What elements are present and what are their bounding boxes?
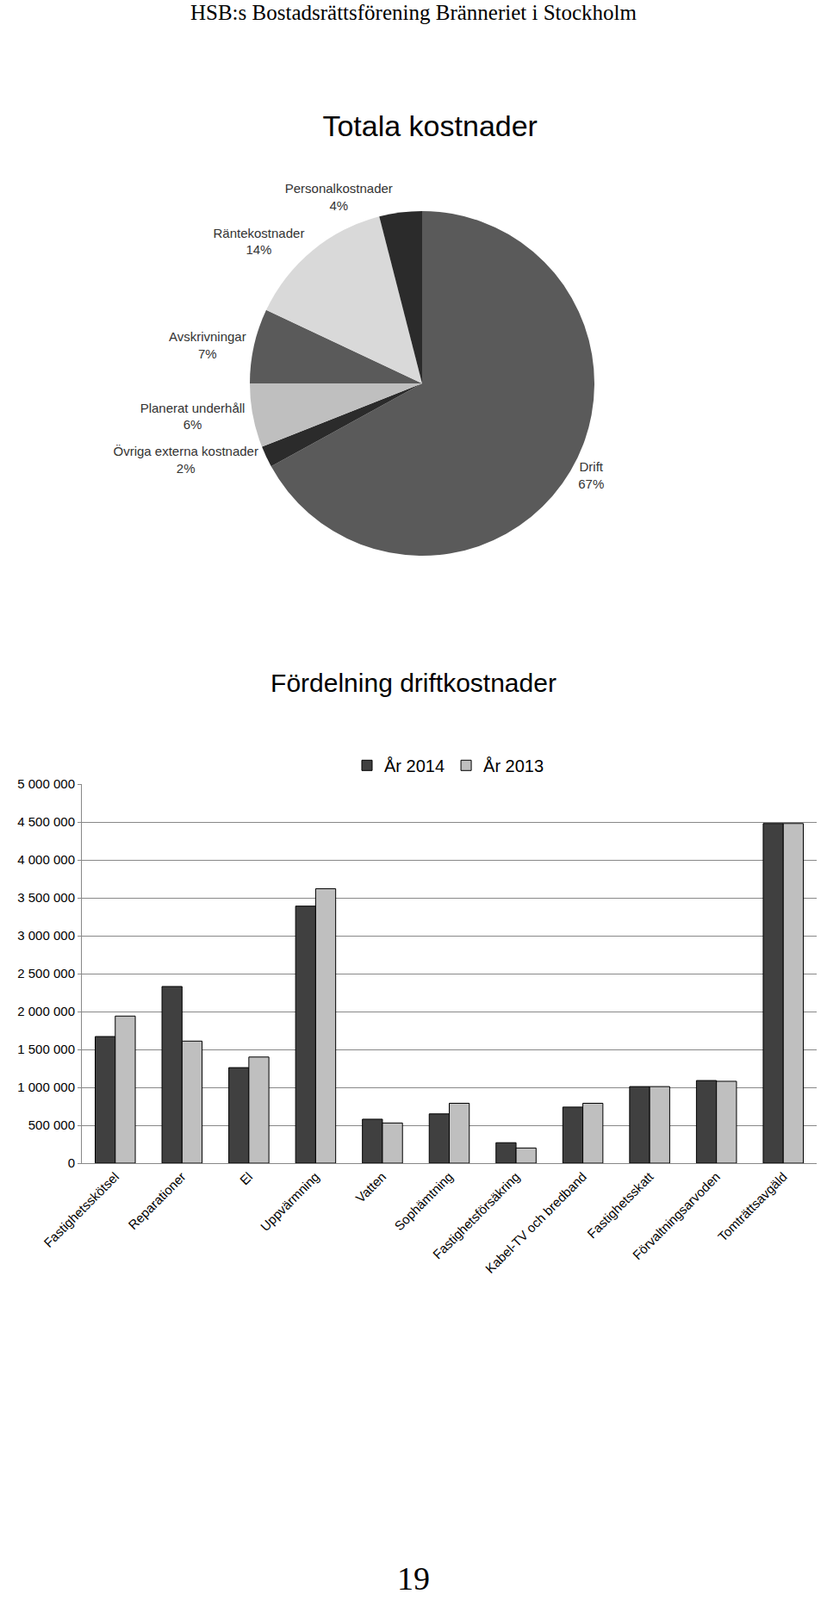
svg-text:Personalkostnader4%: Personalkostnader4% (285, 180, 393, 213)
svg-text:Uppvärmning: Uppvärmning (257, 1168, 323, 1234)
svg-text:0: 0 (68, 1155, 75, 1170)
svg-text:1 500 000: 1 500 000 (17, 1041, 75, 1057)
svg-text:Fastighetsförsäkring: Fastighetsförsäkring (429, 1168, 523, 1263)
svg-text:Övriga externa kostnader2%: Övriga externa kostnader2% (112, 443, 258, 476)
svg-text:Räntekostnader14%: Räntekostnader14% (212, 225, 305, 258)
svg-text:Vatten: Vatten (352, 1168, 389, 1206)
svg-text:Tomträttsavgäld: Tomträttsavgäld (715, 1168, 790, 1244)
svg-text:Kabel-TV och bredband: Kabel-TV och bredband (482, 1168, 590, 1276)
svg-text:500 000: 500 000 (28, 1117, 75, 1132)
svg-text:5 000 000: 5 000 000 (17, 776, 75, 791)
svg-text:År 2014: År 2014 (384, 756, 445, 776)
svg-text:År 2013: År 2013 (483, 756, 544, 776)
svg-text:3 000 000: 3 000 000 (17, 927, 75, 943)
svg-text:Reparationer: Reparationer (124, 1168, 188, 1232)
svg-text:Förvaltningsarvoden: Förvaltningsarvoden (629, 1168, 723, 1263)
svg-text:Planerat underhåll6%: Planerat underhåll6% (140, 400, 246, 433)
svg-text:3 500 000: 3 500 000 (17, 889, 75, 905)
svg-text:Fastighetsskatt: Fastighetsskatt (584, 1168, 657, 1241)
svg-text:4 500 000: 4 500 000 (17, 814, 75, 829)
svg-text:Sophämtning: Sophämtning (391, 1168, 456, 1234)
svg-text:2 500 000: 2 500 000 (17, 965, 75, 981)
svg-text:Drift67%: Drift67% (578, 459, 604, 492)
svg-text:2 000 000: 2 000 000 (17, 1003, 75, 1019)
html-text:19: 19 (397, 1560, 430, 1597)
svg-text:Fördelning driftkostnader: Fördelning driftkostnader (270, 668, 557, 697)
svg-text:1 000 000: 1 000 000 (17, 1079, 75, 1095)
svg-text:Avskrivningar7%: Avskrivningar7% (168, 329, 247, 361)
svg-text:El: El (236, 1168, 255, 1188)
svg-text:4 000 000: 4 000 000 (17, 851, 75, 867)
svg-text:Fastighetsskötsel: Fastighetsskötsel (40, 1168, 122, 1250)
svg-text:Totala kostnader: Totala kostnader (322, 109, 538, 143)
html-text:HSB:s Bostadsrättsförening Brä: HSB:s Bostadsrättsförening Bränneriet i … (190, 0, 637, 25)
